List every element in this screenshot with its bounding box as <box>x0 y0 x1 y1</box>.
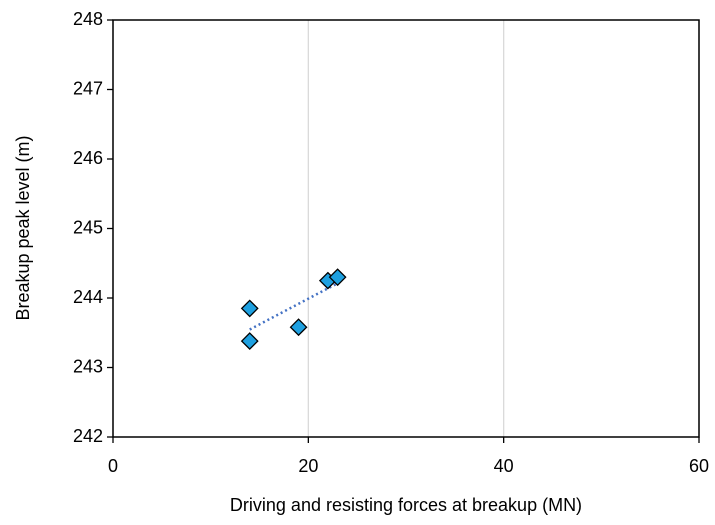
y-tick-label: 247 <box>73 78 103 98</box>
y-tick-label: 248 <box>73 9 103 29</box>
y-tick-label: 242 <box>73 426 103 446</box>
y-tick-label: 246 <box>73 148 103 168</box>
x-tick-label: 40 <box>494 456 514 476</box>
x-tick-label: 20 <box>298 456 318 476</box>
x-tick-label: 0 <box>108 456 118 476</box>
point <box>240 299 259 318</box>
y-axis-label: Breakup peak level (m) <box>13 135 33 320</box>
y-tick-label: 245 <box>73 217 103 237</box>
point <box>240 332 259 351</box>
plot-frame <box>112 19 700 438</box>
point <box>289 318 308 337</box>
trendline <box>249 282 339 331</box>
point <box>328 268 347 287</box>
y-tick-label: 243 <box>73 356 103 376</box>
y-tick-label: 244 <box>73 287 103 307</box>
x-axis-label: Driving and resisting forces at breakup … <box>230 495 582 515</box>
x-tick-label: 60 <box>689 456 709 476</box>
